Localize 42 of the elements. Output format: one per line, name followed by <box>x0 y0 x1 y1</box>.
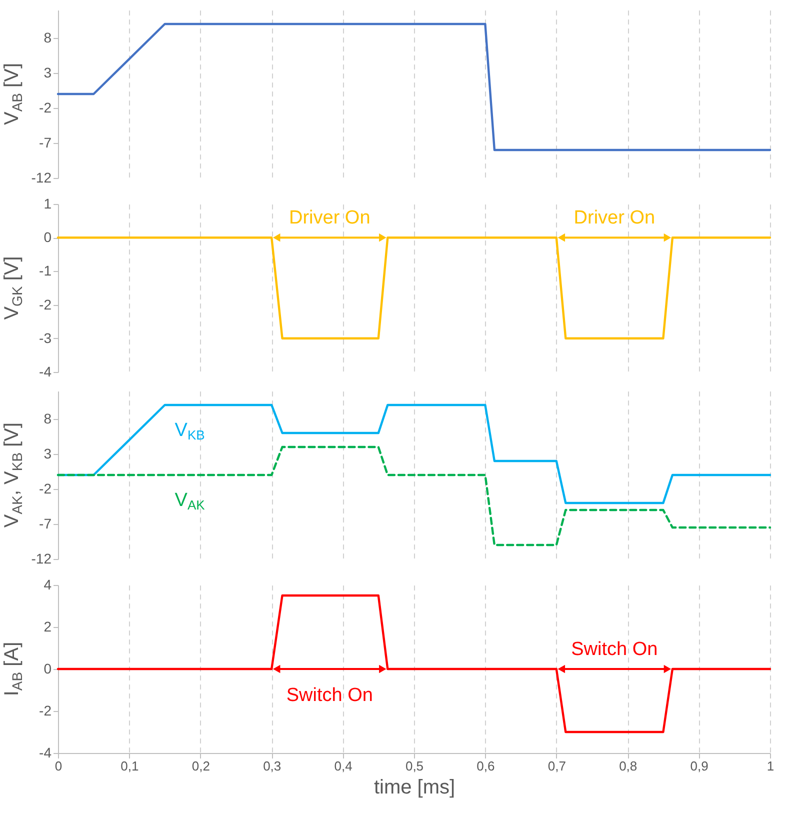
x-tick-label: 0,2 <box>192 758 210 774</box>
y-tick-label: -4 <box>39 364 52 380</box>
line-series <box>56 446 772 546</box>
y-tick-label: 0 <box>44 660 52 676</box>
annotation: Switch On <box>571 639 658 660</box>
y-tick-label: -12 <box>31 550 52 566</box>
y-tick-label: 2 <box>44 618 52 634</box>
y-tick-label: 4 <box>44 576 52 592</box>
x-tick-label: 0,7 <box>548 758 566 774</box>
y-tick-label: -3 <box>39 330 52 346</box>
y-tick-label: -2 <box>39 480 52 496</box>
x-tick-label: 0,1 <box>120 758 139 774</box>
y-tick-label: -4 <box>39 744 52 760</box>
y-tick-label: -1 <box>39 262 52 279</box>
x-tick-label: 0,5 <box>405 758 424 774</box>
y-axis-title: VAK, VKB [V] <box>1 422 25 528</box>
y-tick-label: 8 <box>44 410 52 426</box>
x-tick-label: 0,4 <box>334 758 352 774</box>
y-tick-label: 0 <box>44 229 52 246</box>
y-tick-label: 3 <box>44 64 52 80</box>
y-axis-title: IAB [A] <box>1 642 25 696</box>
x-tick-label: 0 <box>54 758 62 774</box>
y-axis-title: VAB [V] <box>1 62 25 126</box>
x-tick-label: 1 <box>766 758 774 774</box>
x-tick-label: 0,9 <box>690 758 708 774</box>
annotation: Driver On <box>288 208 370 229</box>
y-tick-label: 8 <box>44 30 52 46</box>
y-tick-label: 1 <box>44 196 52 212</box>
annotation: Driver On <box>574 208 656 229</box>
y-tick-label: -7 <box>39 134 52 150</box>
y-tick-label: -2 <box>39 702 52 718</box>
y-tick-label: -12 <box>31 170 52 186</box>
x-axis-title: time [ms] <box>374 776 456 798</box>
x-tick-label: 0,8 <box>619 758 638 774</box>
y-tick-label: 3 <box>44 446 52 462</box>
annotation: Switch On <box>286 685 373 706</box>
y-tick-label: -2 <box>39 100 52 116</box>
y-tick-label: -7 <box>39 516 52 532</box>
y-tick-label: -2 <box>39 296 52 312</box>
x-tick-label: 0,3 <box>263 758 282 774</box>
y-axis-title: VGK [V] <box>1 256 25 320</box>
x-tick-label: 0,6 <box>476 758 495 774</box>
